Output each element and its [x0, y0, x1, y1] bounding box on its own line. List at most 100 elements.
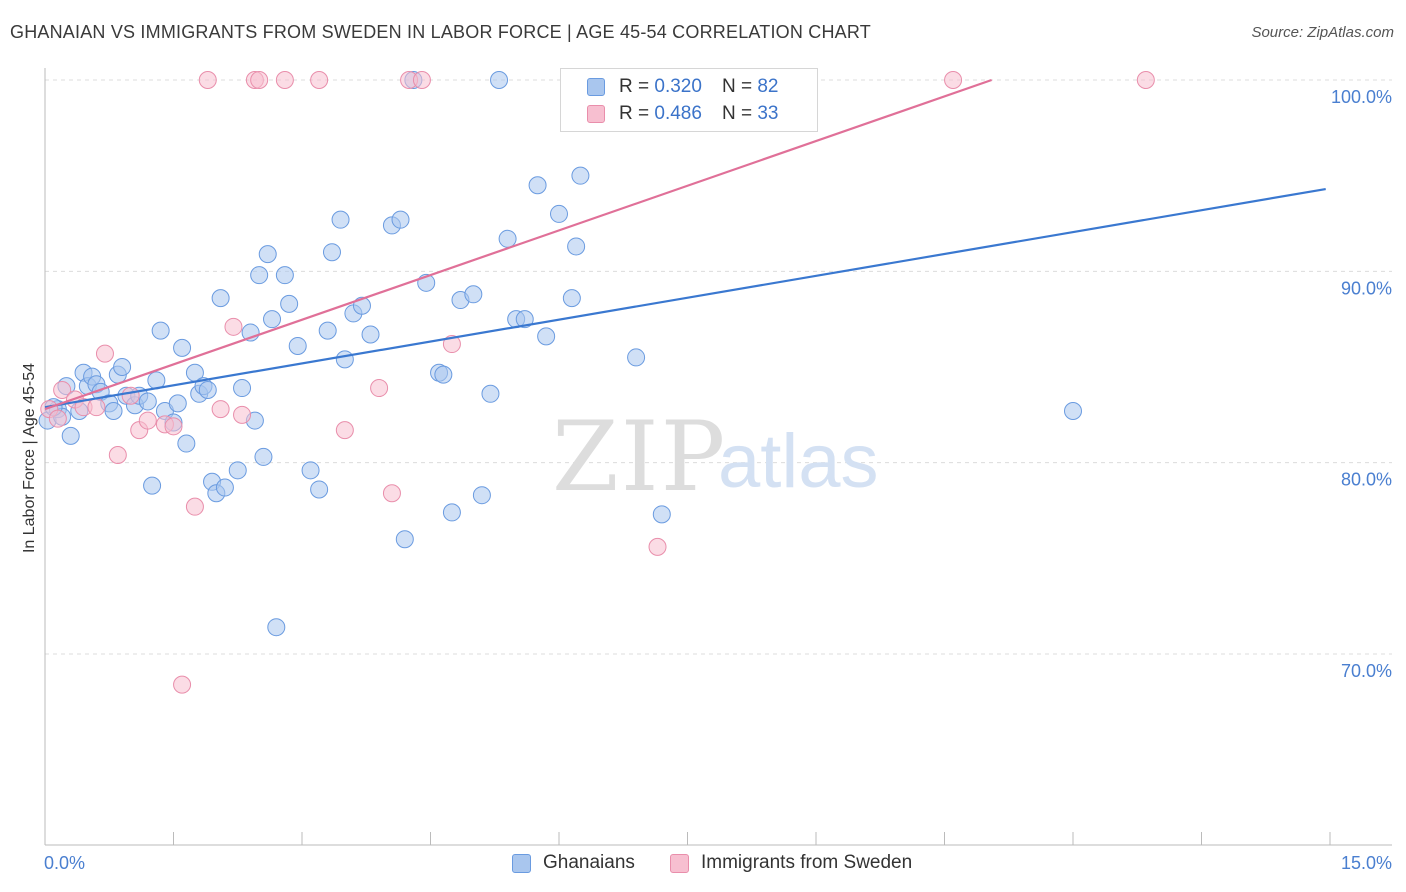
sweden-point [95, 344, 114, 363]
ghanaian-point [322, 243, 341, 262]
ghanaian-point [550, 204, 568, 223]
ghanaian-point [434, 365, 453, 384]
ghanaian-point [143, 476, 162, 495]
legend-r-value: 0.320 [654, 76, 702, 97]
ghanaian-point [258, 245, 277, 264]
ghanaian-point [331, 210, 350, 229]
ghanaian-point [301, 461, 320, 480]
sweden-point [382, 484, 401, 503]
ghanaian-point [168, 394, 187, 413]
y-axis-label: In Labor Force | Age 45-54 [21, 363, 38, 553]
legend-n-value: 33 [757, 103, 779, 124]
source-label: Source: ZipAtlas.com [1251, 24, 1394, 41]
bottom-legend-label: Ghanaians [543, 852, 635, 873]
sweden-point [648, 537, 667, 556]
sweden-point [185, 497, 204, 516]
sweden-point [198, 71, 217, 89]
sweden-point [138, 411, 157, 430]
watermark: ZIP atlas [552, 401, 879, 513]
ghanaian-point [318, 321, 337, 340]
y-tick-label: 100.0% [1331, 87, 1392, 107]
ghanaian-point [173, 338, 192, 357]
y-tick-label: 90.0% [1341, 278, 1392, 298]
sweden-point [370, 379, 389, 398]
ghanaian-point [280, 294, 299, 313]
correlation-legend: R = 0.320 N = 82 R = 0.486 N = 33 [560, 68, 818, 132]
sweden-point [53, 380, 72, 399]
bottom-swatch-blue [512, 853, 531, 873]
ghanaian-point [113, 358, 132, 376]
ghanaian-point [515, 310, 534, 329]
ghanaian-point [472, 486, 491, 505]
ghanaian-point [652, 505, 671, 524]
ghanaian-point [395, 530, 414, 549]
ghanaian-point [211, 289, 230, 308]
sweden-point [164, 417, 183, 436]
legend-swatch-blue [587, 78, 605, 96]
ghanaian-point [288, 336, 307, 355]
ghanaian-point [233, 379, 252, 398]
ghanaian-point [464, 285, 483, 304]
ghanaian-point [391, 210, 410, 229]
ghanaian-point [228, 461, 247, 480]
ghanaian-point [1064, 402, 1082, 421]
legend-n-label: N = [721, 76, 753, 97]
sweden-point [121, 386, 140, 405]
legend-r-label: R = [619, 103, 650, 124]
grid-layer [45, 79, 1392, 655]
ghanaians-trend-line [44, 187, 1326, 409]
ghanaian-point [571, 166, 590, 185]
bottom-legend-sweden: Immigrants from Sweden [670, 852, 912, 874]
x-tick-label-max: 15.0% [1341, 853, 1392, 873]
trend-layer [44, 78, 1326, 411]
sweden-point [211, 400, 230, 419]
ghanaian-point [481, 384, 500, 403]
sweden-point [944, 71, 963, 89]
x-tick-label-min: 0.0% [44, 853, 85, 873]
ghanaian-point [275, 266, 294, 285]
legend-r-label: R = [619, 76, 650, 97]
ghanaian-point [267, 618, 286, 637]
ghanaian-point [498, 229, 517, 248]
y-tick-label: 80.0% [1341, 470, 1392, 490]
ghanaian-point [442, 503, 461, 522]
ghanaian-point [335, 350, 354, 369]
ghanaian-point [104, 402, 123, 421]
ghanaian-point [198, 380, 217, 399]
sweden-point [1136, 71, 1155, 89]
legend-row-sweden: R = 0.486 N = 33 [587, 101, 778, 127]
sweden-point [442, 335, 461, 354]
ghanaian-point [215, 478, 234, 497]
legend-r-value: 0.486 [654, 103, 702, 124]
ghanaian-point [61, 426, 80, 445]
sweden-trend-line [44, 78, 992, 411]
ghanaians-points [38, 71, 1082, 637]
sweden-point [250, 71, 269, 89]
sweden-point [310, 71, 329, 89]
sweden-point [275, 71, 294, 89]
sweden-points [40, 71, 1155, 694]
ghanaian-point [263, 310, 282, 329]
sweden-point [48, 409, 67, 428]
bottom-legend-ghanaians: Ghanaians [512, 852, 635, 874]
chart-title: GHANAIAN VS IMMIGRANTS FROM SWEDEN IN LA… [10, 22, 871, 42]
ghanaian-point [254, 447, 273, 466]
sweden-point [233, 405, 252, 424]
legend-n-label: N = [721, 103, 753, 124]
watermark-zip: ZIP [552, 401, 727, 513]
ghanaian-point [138, 392, 157, 411]
bottom-legend-label: Immigrants from Sweden [701, 852, 913, 873]
sweden-point [173, 675, 192, 694]
ghanaian-point [537, 327, 556, 346]
ghanaian-point [567, 237, 586, 256]
legend-swatch-pink [587, 105, 605, 123]
axis-layer [44, 68, 1392, 846]
sweden-point [108, 446, 127, 465]
ghanaian-point [490, 71, 509, 89]
bottom-swatch-pink [670, 853, 689, 873]
ghanaian-point [310, 480, 329, 499]
ghanaian-point [627, 348, 646, 367]
y-tick-label: 70.0% [1341, 661, 1392, 681]
legend-row-ghanaians: R = 0.320 N = 82 [587, 74, 778, 100]
